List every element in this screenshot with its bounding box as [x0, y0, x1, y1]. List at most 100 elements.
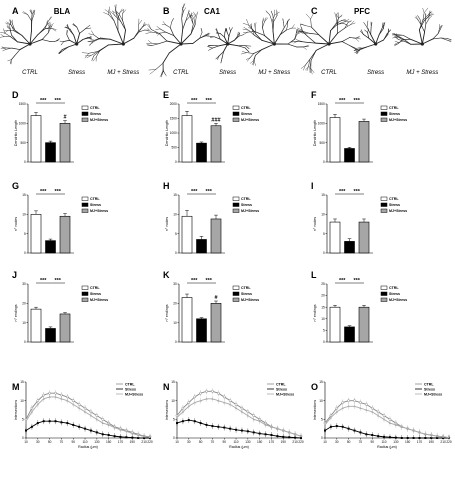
data-point	[48, 420, 51, 423]
y-tick-label: 1000	[19, 121, 26, 125]
y-axis-label: n° endings	[165, 304, 169, 321]
legend-label: CTRL	[241, 106, 251, 110]
data-point	[252, 431, 255, 434]
y-tick-label: 10	[321, 212, 325, 216]
y-tick-label: 30	[173, 282, 177, 286]
chart-i: I 0 5 10 15 n° nodes *** *** CTRL Stress MJ+Stress	[311, 181, 407, 255]
data-point	[341, 406, 344, 410]
x-tick-label: 70	[211, 440, 215, 444]
data-point	[276, 435, 279, 438]
data-point	[205, 389, 208, 393]
x-tick-label: 30	[335, 440, 339, 444]
x-tick-label: 130	[245, 440, 251, 444]
y-tick-label: 10	[20, 399, 24, 403]
y-tick-label: 1500	[19, 102, 26, 106]
y-tick-label: 1500	[170, 117, 177, 121]
panel-label: M	[12, 382, 20, 392]
x-tick-label: 90	[71, 440, 75, 444]
data-point	[229, 403, 232, 406]
data-point	[25, 429, 27, 432]
series-line-mj-stress	[324, 405, 450, 439]
data-point	[430, 433, 433, 436]
data-point	[142, 435, 146, 438]
y-axis-label: Intersections	[165, 400, 169, 421]
y-tick-label: 1000	[170, 131, 177, 135]
neuron-drawing	[392, 7, 452, 47]
bar-mj-stress	[59, 313, 71, 343]
chart-e: E 0 500 1000 1500 2000 Dendritic Length *** *** #…	[163, 90, 259, 164]
data-point	[341, 401, 345, 404]
x-tick-label: 50	[48, 440, 52, 444]
significance-label: ***	[339, 189, 346, 195]
significance-label: ***	[354, 278, 361, 284]
data-point	[246, 414, 249, 417]
condition-label: Stress	[219, 70, 236, 76]
bar-stress	[45, 142, 56, 163]
significance-label: ***	[206, 98, 213, 104]
condition-label: CTRL	[22, 70, 38, 76]
data-point	[364, 403, 368, 406]
bar-mj-stress	[358, 221, 370, 254]
panel-label: L	[311, 270, 317, 280]
y-tick-label: 5	[321, 417, 323, 421]
x-axis-label: Radius (μm)	[229, 445, 249, 449]
data-point	[181, 410, 185, 413]
data-point	[329, 416, 333, 419]
bar-stress	[196, 239, 207, 254]
data-point	[424, 437, 427, 439]
data-point	[371, 410, 374, 413]
bar-mj-stress	[59, 215, 71, 254]
data-point	[335, 425, 338, 428]
bar-stress	[196, 318, 207, 343]
bar-ctrl	[329, 221, 341, 254]
legend-label: MJ+Stress	[90, 298, 108, 302]
data-point	[323, 423, 327, 426]
data-point	[282, 429, 285, 432]
data-point	[258, 432, 261, 435]
significance-marker: #	[214, 295, 217, 301]
data-point	[406, 427, 409, 430]
data-point	[329, 425, 332, 428]
legend-swatch	[81, 285, 89, 290]
legend-swatch	[81, 202, 89, 207]
panel-label: N	[163, 382, 170, 392]
y-axis-label: Dendritic Length	[313, 120, 317, 146]
series-line-ctrl	[25, 392, 151, 438]
panel-label: A	[12, 6, 19, 16]
y-tick-label: 20	[321, 294, 325, 298]
y-tick-label: 30	[22, 282, 26, 286]
data-point	[216, 391, 220, 395]
legend-label: MJ+Stress	[276, 392, 294, 396]
y-tick-label: 15	[173, 193, 177, 197]
data-point	[199, 399, 202, 402]
data-point	[288, 431, 291, 434]
panel-label: C	[311, 6, 318, 16]
legend-label: Stress	[241, 203, 252, 207]
y-tick-label: 15	[20, 380, 24, 384]
bar-ctrl	[181, 215, 193, 254]
bar-mj-stress	[210, 303, 222, 343]
x-tick-label: 220	[298, 440, 304, 444]
x-tick-label: 30	[36, 440, 40, 444]
y-tick-label: 0	[24, 340, 26, 344]
data-point	[353, 405, 356, 408]
significance-label: ***	[354, 98, 361, 104]
data-point	[270, 434, 273, 437]
condition-label: CTRL	[321, 70, 337, 76]
data-point	[137, 433, 140, 436]
legend-label: Stress	[90, 112, 101, 116]
x-tick-label: 150	[405, 440, 411, 444]
data-point	[125, 436, 128, 439]
data-point	[211, 425, 214, 428]
data-point	[447, 436, 451, 439]
data-point	[107, 434, 110, 437]
y-axis-label: n° endings	[14, 304, 18, 321]
legend-label: Stress	[125, 387, 136, 391]
series-line-mj-stress	[25, 396, 151, 438]
x-tick-label: 30	[187, 440, 191, 444]
chart-f: F 0 500 1000 1500 Dendritic Length *** *** CTRL S…	[311, 90, 407, 164]
y-tick-label: 0	[323, 160, 325, 164]
x-tick-label: 90	[222, 440, 226, 444]
x-tick-label: 210	[440, 440, 446, 444]
data-point	[217, 425, 220, 428]
